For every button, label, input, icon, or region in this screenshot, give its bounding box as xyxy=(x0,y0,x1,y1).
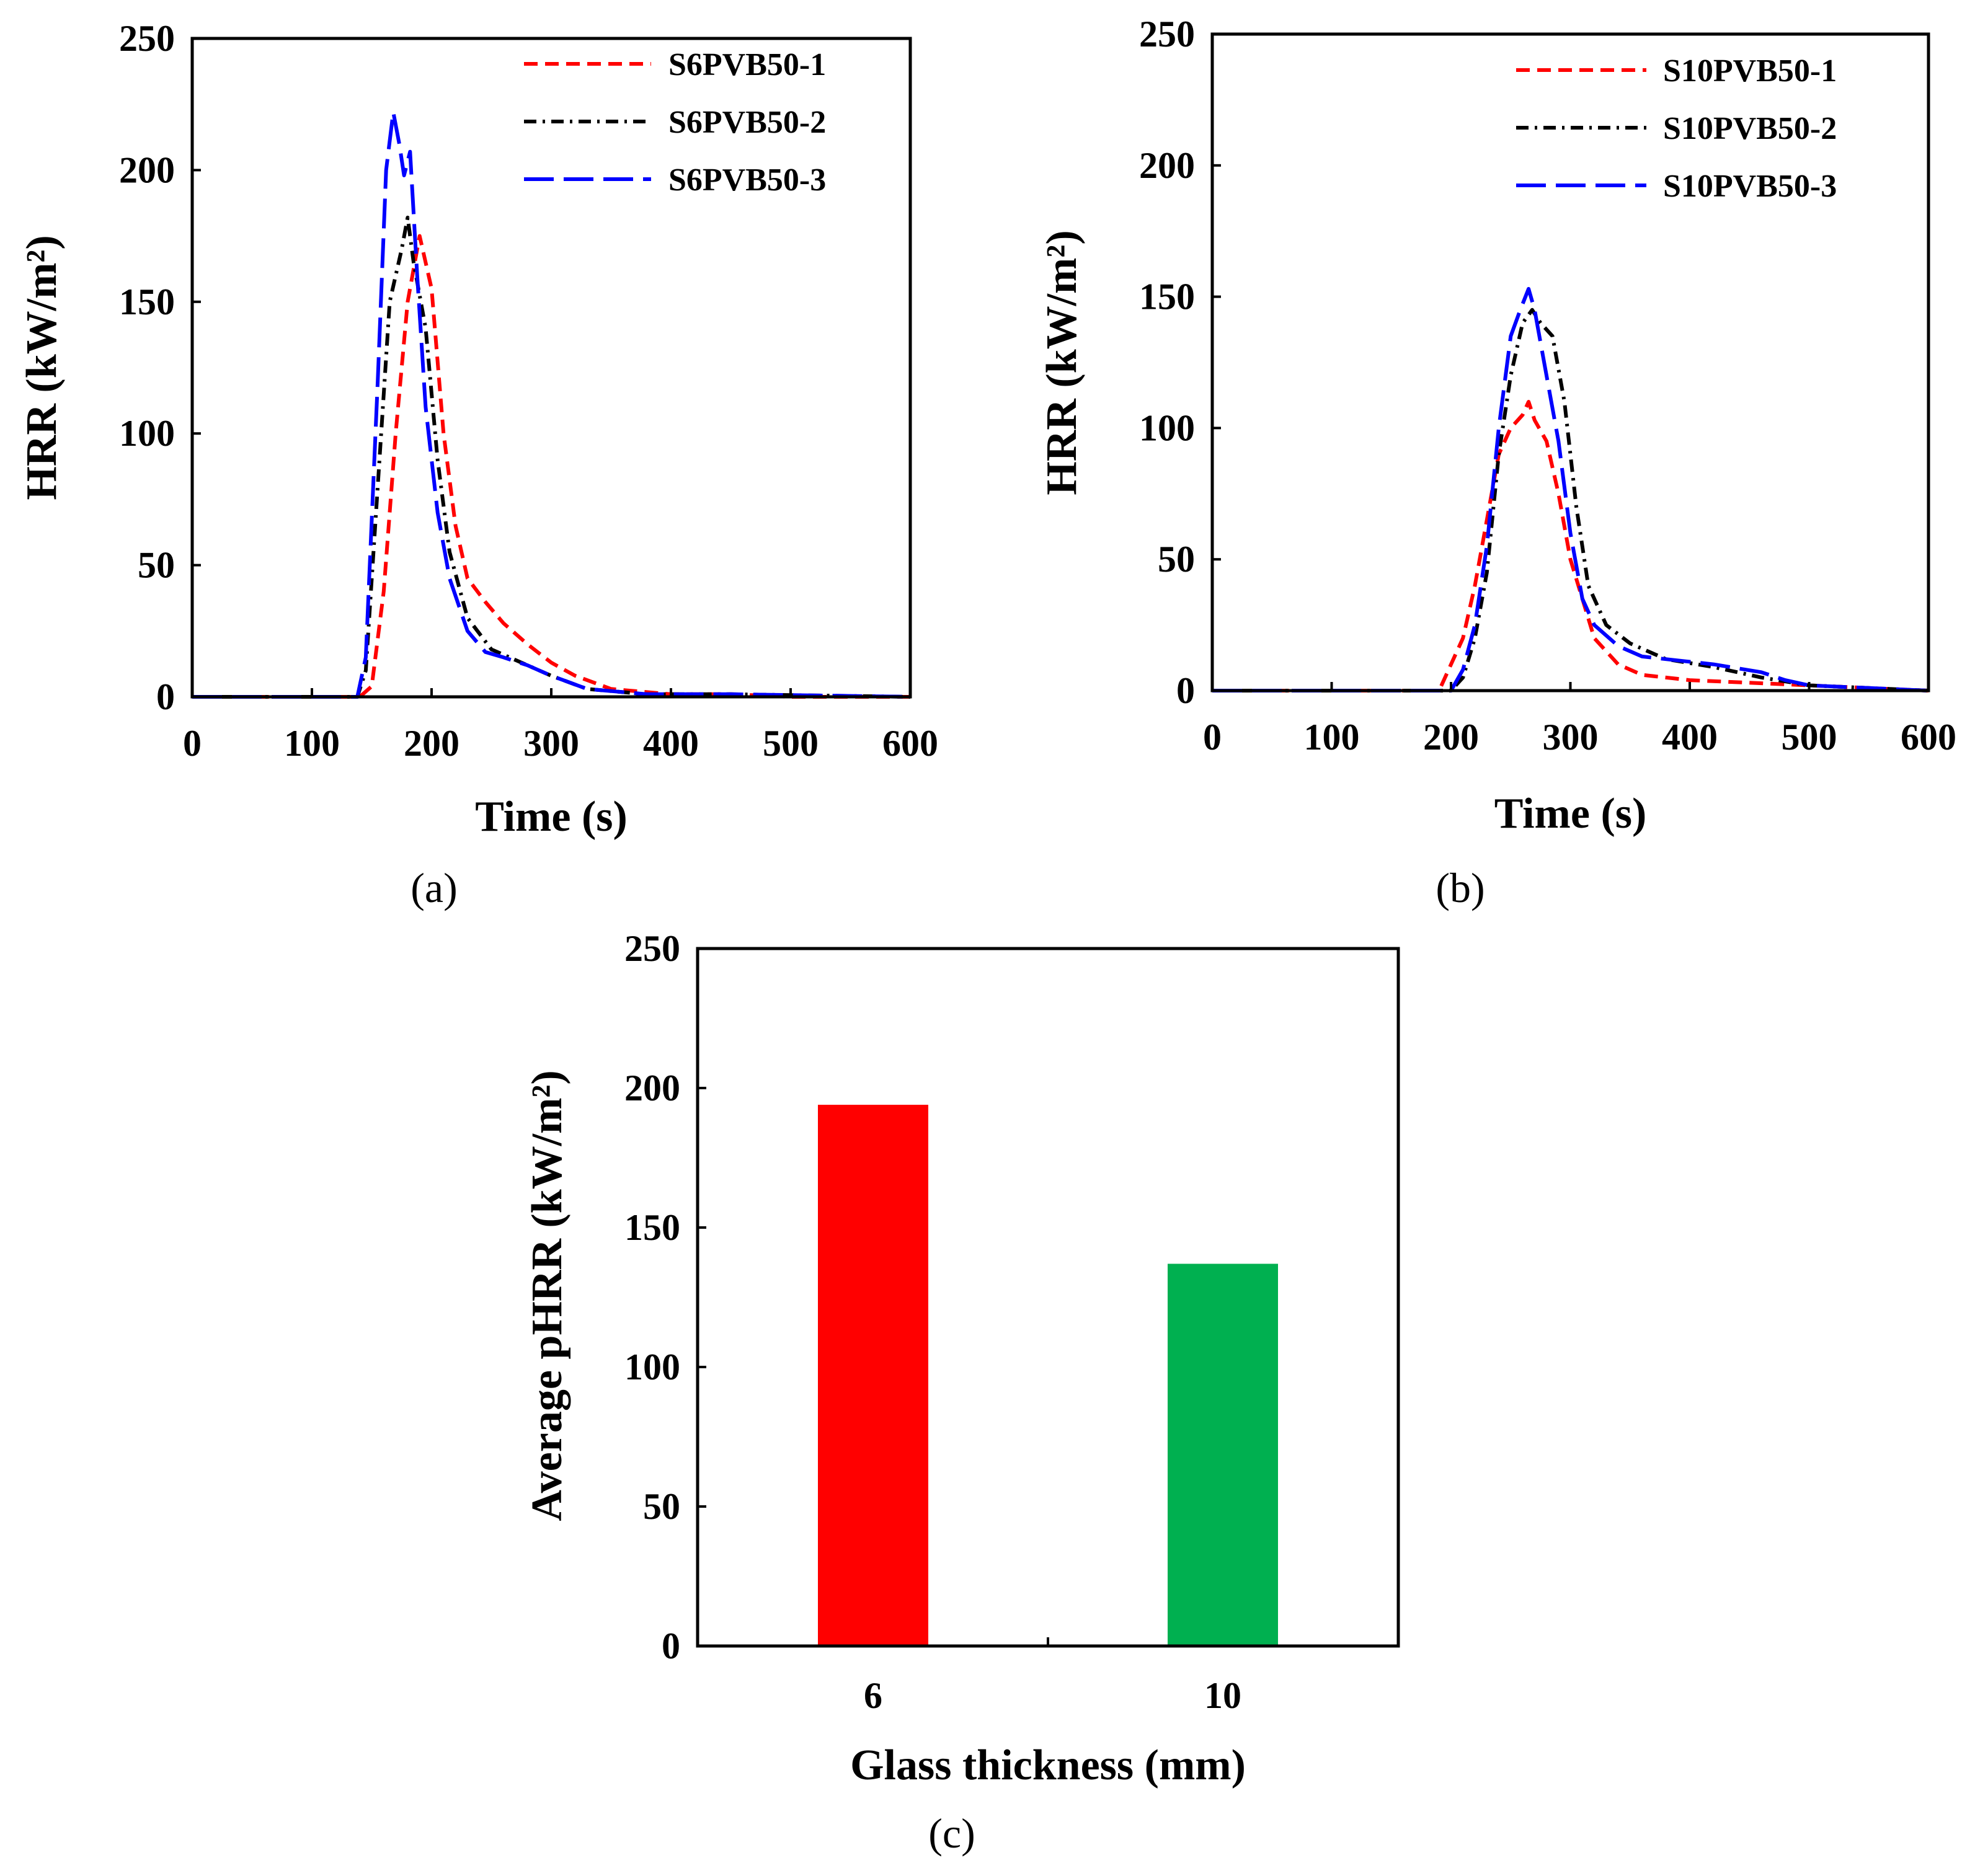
x-tick-label: 6 xyxy=(864,1675,882,1716)
x-tick-label: 300 xyxy=(523,723,579,764)
x-tick-label: 100 xyxy=(1304,717,1360,758)
legend-label: S10PVB50-3 xyxy=(1663,169,1837,204)
y-tick-label: 150 xyxy=(1139,277,1195,317)
y-tick-label: 0 xyxy=(1176,670,1195,711)
series-line-s6pvb50-2 xyxy=(192,215,911,699)
y-axis-title: HRR (kW/m²) xyxy=(1038,230,1086,495)
x-tick-label: 10 xyxy=(1204,1675,1241,1716)
y-tick-label: 250 xyxy=(119,18,175,59)
x-tick-label: 400 xyxy=(643,723,699,764)
y-tick-label: 150 xyxy=(119,281,175,322)
x-axis-title: Time (s) xyxy=(475,793,628,841)
series-line-s10pvb50-1 xyxy=(1212,400,1929,692)
x-tick-label: 500 xyxy=(763,723,819,764)
x-axis-title: Time (s) xyxy=(1494,790,1647,838)
series-line-s6pvb50-1 xyxy=(192,234,910,699)
x-tick-label: 0 xyxy=(1203,717,1222,758)
y-tick-label: 200 xyxy=(1139,145,1195,186)
x-tick-label: 200 xyxy=(1423,717,1479,758)
x-tick-label: 0 xyxy=(183,723,202,764)
y-axis-title: Average pHRR (kW/m²) xyxy=(523,1070,571,1521)
y-tick-label: 250 xyxy=(1139,14,1195,55)
x-tick-label: 300 xyxy=(1543,717,1599,758)
y-tick-label: 100 xyxy=(1139,407,1195,448)
chart-panel-1: 0 100 200 300 400 500 600 0 50 100 150 200 250 S10PVB… xyxy=(1038,14,1956,911)
panel-label: (a) xyxy=(411,864,457,911)
bar-6mm xyxy=(818,1105,928,1646)
y-tick-label: 50 xyxy=(643,1486,680,1527)
panel-label: (b) xyxy=(1436,864,1485,911)
x-tick-label: 600 xyxy=(882,723,938,764)
series-line-s10pvb50-2 xyxy=(1212,308,1929,692)
y-tick-label: 0 xyxy=(156,676,175,717)
y-tick-label: 100 xyxy=(119,413,175,454)
y-tick-label: 0 xyxy=(662,1626,680,1666)
y-tick-label: 250 xyxy=(624,928,680,969)
series-line-s6pvb50-3 xyxy=(192,110,911,699)
x-tick-label: 600 xyxy=(1901,717,1956,758)
y-tick-label: 50 xyxy=(1158,539,1195,580)
x-tick-label: 200 xyxy=(404,723,459,764)
panel-label: (c) xyxy=(928,1810,975,1857)
x-tick-label: 100 xyxy=(284,723,340,764)
legend-label: S10PVB50-1 xyxy=(1663,53,1837,89)
bar-10mm xyxy=(1168,1263,1278,1646)
x-tick-label: 400 xyxy=(1662,717,1718,758)
y-tick-label: 150 xyxy=(624,1207,680,1248)
y-axis-title: HRR (kW/m²) xyxy=(18,235,66,500)
legend-label: S6PVB50-3 xyxy=(668,162,826,198)
x-tick-label: 500 xyxy=(1782,717,1837,758)
series-line-s10pvb50-3 xyxy=(1212,286,1929,692)
chart-panel-0: 0 100 200 300 400 500 600 0 50 100 150 200 250 S6PVB5… xyxy=(18,18,938,911)
plot-frame xyxy=(696,947,1400,1648)
legend-label: S10PVB50-2 xyxy=(1663,111,1837,146)
legend-label: S6PVB50-2 xyxy=(668,105,826,140)
y-tick-label: 200 xyxy=(119,149,175,190)
y-tick-label: 200 xyxy=(624,1068,680,1108)
y-tick-label: 100 xyxy=(624,1347,680,1387)
y-tick-label: 50 xyxy=(138,545,175,586)
x-axis-title: Glass thickness (mm) xyxy=(850,1741,1246,1789)
legend-label: S6PVB50-1 xyxy=(668,47,826,82)
